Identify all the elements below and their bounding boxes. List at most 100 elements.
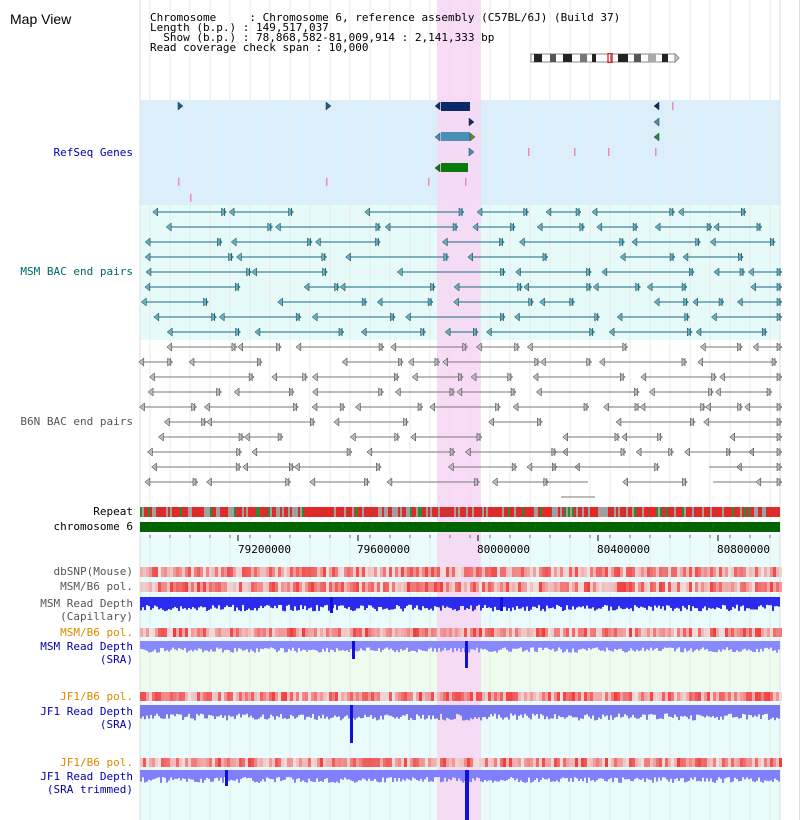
polymorphism-cell (218, 582, 221, 592)
track-label-jf1-depth-sra-sub: (SRA) (99, 718, 133, 731)
read-depth-bar (362, 641, 364, 651)
read-depth-bar (308, 770, 310, 779)
read-depth-bar (616, 705, 618, 717)
read-depth-bar (616, 641, 618, 651)
polymorphism-cell (290, 582, 293, 592)
read-depth-bar (178, 705, 180, 715)
read-depth-bar (324, 641, 326, 652)
polymorphism-cell (431, 628, 434, 637)
read-depth-bar (722, 641, 724, 650)
read-depth-bar (532, 597, 534, 607)
polymorphism-cell (323, 758, 326, 767)
polymorphism-cell (755, 567, 758, 577)
read-depth-bar (678, 705, 680, 721)
polymorphism-cell (428, 758, 431, 767)
read-depth-bar (424, 705, 426, 720)
bac-end-marker (254, 327, 261, 337)
repeat-element (188, 507, 190, 517)
read-depth-bar (390, 705, 392, 716)
read-depth-bar (760, 597, 762, 606)
polymorphism-cell (755, 758, 758, 767)
read-depth-bar (366, 597, 368, 609)
read-depth-bar (600, 641, 602, 651)
polymorphism-cell (227, 758, 230, 767)
polymorphism-cell (716, 758, 719, 767)
bac-end-marker (237, 342, 243, 352)
polymorphism-cell (638, 758, 641, 767)
polymorphism-cell (620, 628, 623, 637)
read-depth-bar (626, 641, 628, 653)
polymorphism-cell (668, 758, 671, 767)
read-depth-spike (465, 770, 469, 820)
read-depth-bar (436, 770, 438, 778)
bac-end-marker (744, 402, 750, 412)
read-depth-bar (220, 705, 222, 715)
chromosome-ideogram[interactable] (530, 53, 680, 63)
polymorphism-cell (476, 567, 479, 577)
read-depth-bar (656, 641, 658, 648)
polymorphism-cell (167, 692, 170, 701)
polymorphism-cell (527, 582, 530, 592)
polymorphism-cell (401, 692, 404, 701)
polymorphism-cell (689, 582, 692, 592)
read-depth-bar (232, 597, 234, 605)
read-depth-bar (428, 770, 430, 782)
read-depth-bar (226, 597, 228, 606)
polymorphism-cell (761, 692, 764, 701)
read-depth-bar (764, 641, 766, 649)
polymorphism-cell (614, 758, 617, 767)
gene-arrow (653, 101, 660, 111)
read-depth-bar (778, 641, 780, 650)
polymorphism-cell (461, 758, 464, 767)
polymorphism-cell (557, 758, 560, 767)
polymorphism-cell (422, 582, 425, 592)
polymorphism-cell (257, 758, 260, 767)
polymorphism-cell (272, 692, 275, 701)
repeat-element (518, 507, 520, 517)
read-depth-bar (558, 705, 560, 716)
repeat-element (504, 507, 506, 517)
read-depth-bar (474, 597, 476, 610)
read-depth-bar (436, 705, 438, 719)
polymorphism-cell (143, 628, 146, 637)
read-depth-bar (542, 597, 544, 609)
repeat-element (756, 507, 758, 517)
read-depth-bar (684, 597, 686, 608)
read-depth-bar (386, 597, 388, 609)
repeat-element (466, 507, 468, 517)
polymorphism-cell (479, 692, 482, 701)
polymorphism-cell (731, 692, 734, 701)
polymorphism-cell (416, 567, 419, 577)
polymorphism-cell (719, 567, 722, 577)
read-depth-bar (680, 597, 682, 612)
polymorphism-cell (356, 567, 359, 577)
read-depth-bar (532, 705, 534, 714)
polymorphism-cell (695, 567, 698, 577)
polymorphism-cell (440, 758, 443, 767)
polymorphism-cell (419, 582, 422, 592)
polymorphism-cell (764, 567, 767, 577)
polymorphism-cell (329, 758, 332, 767)
polymorphism-cell (566, 758, 569, 767)
read-depth-bar (328, 705, 330, 720)
polymorphism-cell (239, 567, 242, 577)
repeat-element (688, 507, 690, 517)
polymorphism-cell (317, 628, 320, 637)
polymorphism-cell (698, 628, 701, 637)
repeat-element (658, 507, 660, 517)
read-depth-bar (654, 641, 656, 649)
polymorphism-cell (725, 567, 728, 577)
repeat-element (350, 507, 352, 517)
read-depth-bar (146, 770, 148, 782)
read-depth-bar (696, 641, 698, 650)
read-depth-bar (688, 770, 690, 781)
read-depth-bar (478, 770, 480, 779)
polymorphism-cell (665, 582, 668, 592)
repeat-element (338, 507, 340, 517)
polymorphism-cell (626, 582, 629, 592)
read-depth-bar (522, 597, 524, 608)
bac-end-marker (523, 282, 529, 292)
read-depth-bar (394, 705, 396, 719)
polymorphism-cell (689, 628, 692, 637)
